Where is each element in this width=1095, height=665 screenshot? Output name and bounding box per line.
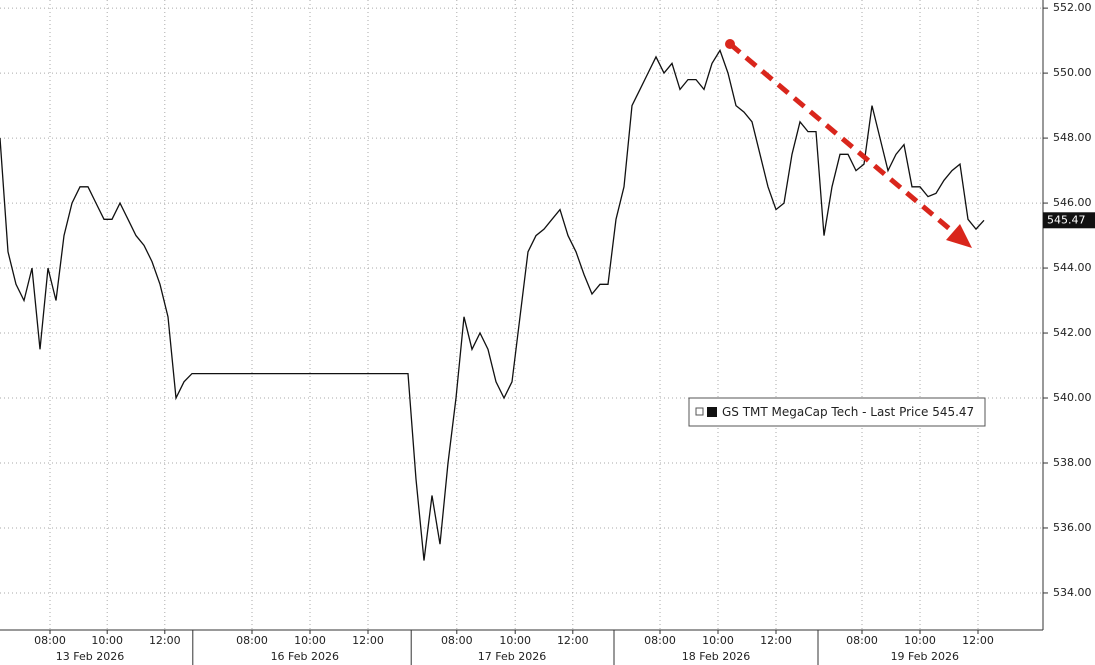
trend-arrow — [725, 39, 972, 248]
arrow-start — [725, 39, 735, 49]
x-tick-label: 10:00 — [91, 634, 123, 647]
legend: GS TMT MegaCap Tech - Last Price 545.47 — [688, 397, 986, 427]
y-tick-label: 534.00 — [1053, 586, 1092, 599]
date-label: 19 Feb 2026 — [891, 650, 959, 663]
x-tick-label: 10:00 — [904, 634, 936, 647]
legend-box — [688, 397, 986, 427]
legend-label: GS TMT MegaCap Tech - Last Price 545.47 — [722, 405, 974, 419]
arrow-head — [946, 224, 972, 248]
x-tick-label: 12:00 — [962, 634, 994, 647]
plot-area — [0, 0, 1043, 630]
x-tick-label: 08:00 — [236, 634, 268, 647]
y-tick-label: 540.00 — [1053, 391, 1092, 404]
x-tick-label: 12:00 — [149, 634, 181, 647]
date-label: 16 Feb 2026 — [271, 650, 339, 663]
legend-swatch — [707, 407, 717, 417]
x-tick-label: 12:00 — [760, 634, 792, 647]
x-tick-label: 10:00 — [499, 634, 531, 647]
price-line — [0, 48, 985, 561]
x-tick-label: 08:00 — [846, 634, 878, 647]
y-tick-label: 544.00 — [1053, 261, 1092, 274]
x-tick-label: 10:00 — [294, 634, 326, 647]
y-tick-label: 548.00 — [1053, 131, 1092, 144]
date-label: 17 Feb 2026 — [478, 650, 546, 663]
y-tick-label: 552.00 — [1053, 1, 1092, 14]
date-label: 13 Feb 2026 — [56, 650, 124, 663]
legend-last-price: 545.47 — [932, 405, 974, 419]
legend-toggle — [695, 407, 704, 416]
arrow-shaft — [728, 42, 960, 238]
x-tick-label: 12:00 — [557, 634, 589, 647]
date-label: 18 Feb 2026 — [682, 650, 750, 663]
last-price-label: 545.47 — [1047, 213, 1086, 226]
last-price-box — [1043, 212, 1095, 229]
y-tick-label: 536.00 — [1053, 521, 1092, 534]
y-tick-label: 538.00 — [1053, 456, 1092, 469]
x-tick-label: 10:00 — [702, 634, 734, 647]
x-tick-label: 08:00 — [644, 634, 676, 647]
legend-name: GS TMT MegaCap Tech - Last Price — [722, 405, 928, 419]
x-tick-label: 08:00 — [441, 634, 473, 647]
x-tick-label: 12:00 — [352, 634, 384, 647]
y-tick-label: 546.00 — [1053, 196, 1092, 209]
y-tick-label: 550.00 — [1053, 66, 1092, 79]
y-tick-label: 542.00 — [1053, 326, 1092, 339]
x-tick-label: 08:00 — [34, 634, 66, 647]
